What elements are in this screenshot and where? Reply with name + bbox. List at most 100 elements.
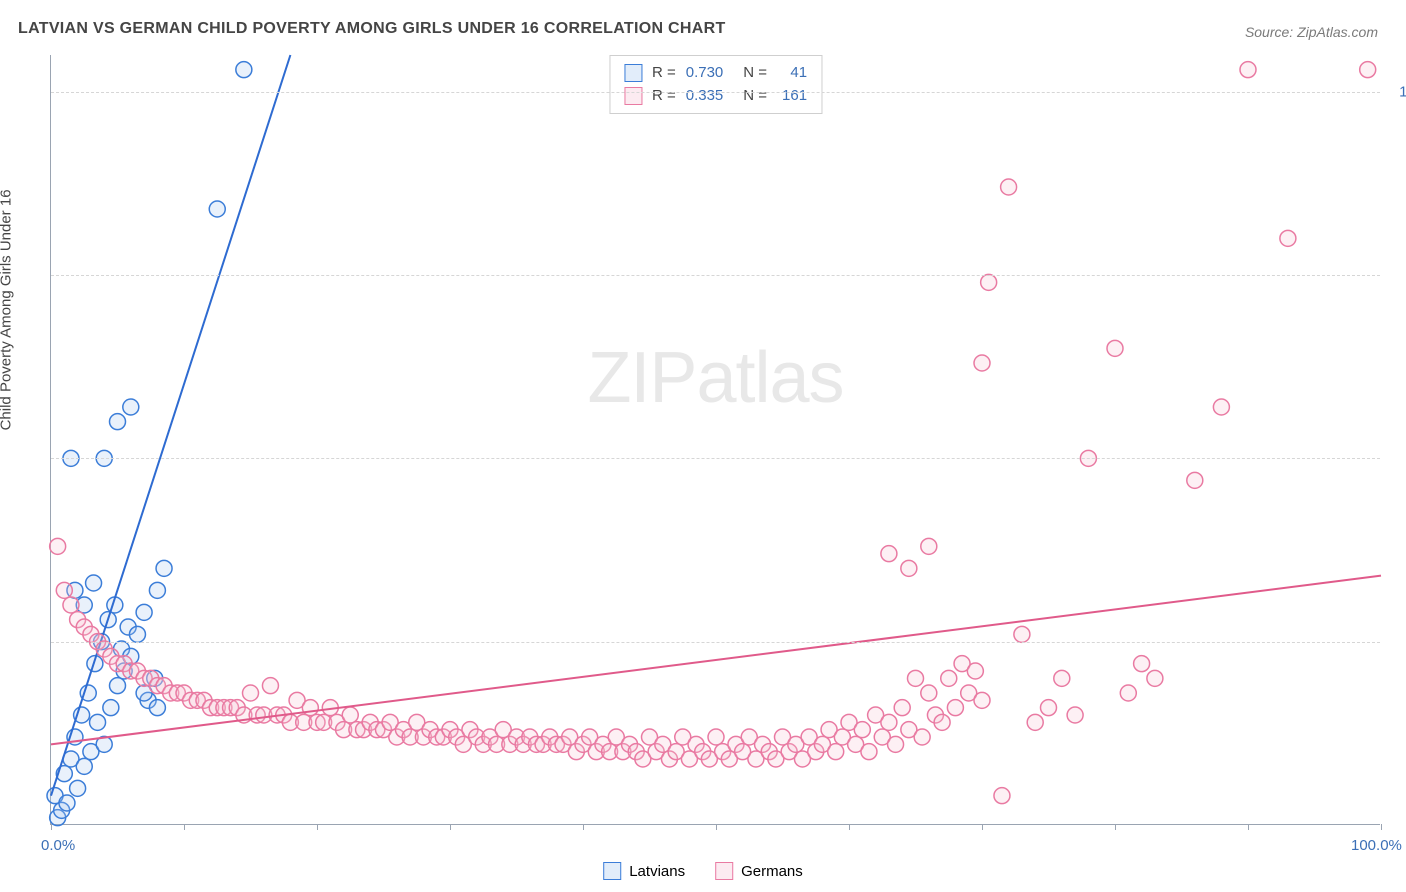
data-point [156,560,172,576]
legend-item: Germans [715,862,803,880]
data-point [1014,626,1030,642]
data-point [894,700,910,716]
data-point [59,795,75,811]
y-tick-label: 25.0% [1390,633,1406,650]
scatter-chart: ZIPatlas R = 0.730N = 41R = 0.335N = 161… [50,55,1380,825]
gridline [51,642,1380,643]
data-point [967,663,983,679]
legend-n-value: 161 [777,85,807,108]
correlation-legend: R = 0.730 N = 41 R = 0.335 N = 161 [609,55,822,114]
data-point [1054,670,1070,686]
data-point [854,722,870,738]
legend-row: R = 0.335 N = 161 [624,85,807,108]
data-point [934,714,950,730]
data-point [342,707,358,723]
data-point [1147,670,1163,686]
data-point [1120,685,1136,701]
y-tick-label: 75.0% [1390,267,1406,284]
data-point [708,729,724,745]
data-point [861,744,877,760]
legend-label: Germans [741,863,803,880]
data-point [149,700,165,716]
legend-swatch [624,64,642,82]
source-value: ZipAtlas.com [1297,24,1378,40]
gridline [51,275,1380,276]
x-tick [849,824,850,830]
data-point [70,780,86,796]
data-point [994,788,1010,804]
data-point [1107,340,1123,356]
legend-row: R = 0.730 N = 41 [624,62,807,85]
x-tick [317,824,318,830]
x-tick [1115,824,1116,830]
data-point [110,678,126,694]
x-tick [716,824,717,830]
data-point [881,546,897,562]
data-point [103,700,119,716]
chart-title: LATVIAN VS GERMAN CHILD POVERTY AMONG GI… [18,20,726,38]
legend-r-label: R = [652,85,676,108]
plot-svg [51,55,1380,824]
y-tick-label: 100.0% [1390,83,1406,100]
data-point [90,714,106,730]
x-tick [51,824,52,830]
data-point [1027,714,1043,730]
legend-n-value: 41 [777,62,807,85]
data-point [136,604,152,620]
data-point [1280,230,1296,246]
trend-line [51,576,1381,745]
data-point [908,670,924,686]
x-tick [450,824,451,830]
legend-r-value: 0.335 [686,85,724,108]
data-point [1213,399,1229,415]
y-tick-label: 50.0% [1390,450,1406,467]
data-point [86,575,102,591]
data-point [1187,472,1203,488]
data-point [149,582,165,598]
legend-swatch [715,862,733,880]
data-point [947,700,963,716]
data-point [243,685,259,701]
legend-label: Latvians [629,863,685,880]
legend-swatch [603,862,621,880]
source-prefix: Source: [1245,24,1297,40]
data-point [1240,62,1256,78]
data-point [1360,62,1376,78]
data-point [76,758,92,774]
x-tick [1248,824,1249,830]
y-axis-label: Child Poverty Among Girls Under 16 [0,189,15,430]
legend-swatch [624,87,642,105]
data-point [921,685,937,701]
data-point [236,62,252,78]
data-point [129,626,145,642]
x-tick [1381,824,1382,830]
legend-n-label: N = [743,85,767,108]
data-point [881,714,897,730]
data-point [914,729,930,745]
legend-r-label: R = [652,62,676,85]
legend-r-value: 0.730 [686,62,724,85]
legend-item: Latvians [603,862,685,880]
data-point [981,274,997,290]
data-point [888,736,904,752]
source-attribution: Source: ZipAtlas.com [1245,24,1378,40]
data-point [1001,179,1017,195]
legend-n-label: N = [743,62,767,85]
data-point [50,538,66,554]
data-point [302,700,318,716]
gridline [51,92,1380,93]
data-point [1067,707,1083,723]
x-tick [583,824,584,830]
series-legend: Latvians Germans [603,862,803,880]
x-tick [982,824,983,830]
x-tick [184,824,185,830]
x-tick-label: 0.0% [41,837,75,854]
data-point [123,399,139,415]
data-point [110,414,126,430]
data-point [63,597,79,613]
data-point [209,201,225,217]
gridline [51,458,1380,459]
x-tick-label: 100.0% [1351,837,1402,854]
data-point [56,582,72,598]
data-point [921,538,937,554]
